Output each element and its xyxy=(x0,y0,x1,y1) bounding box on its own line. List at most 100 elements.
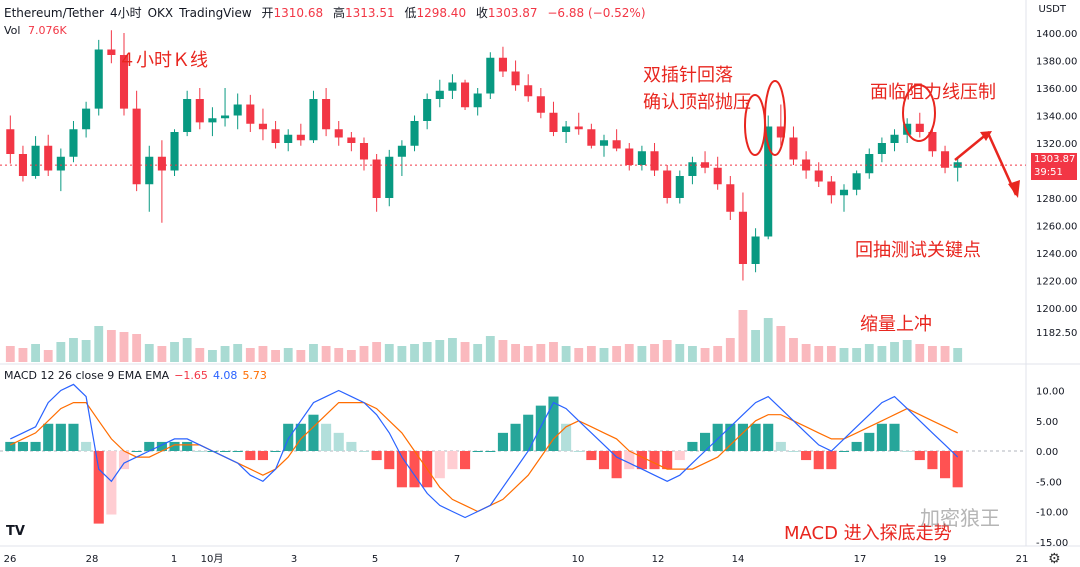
annotation-double-pin-1: 双插针回落 xyxy=(643,65,733,86)
tradingview-logo-icon[interactable]: TV xyxy=(6,524,25,539)
volume-bar xyxy=(586,346,596,362)
annotation-double-pin-2: 确认顶部抛压 xyxy=(643,92,751,113)
macd-tick-label: 0.00 xyxy=(1036,447,1058,458)
macd-tick-label: -15.00 xyxy=(1036,538,1068,549)
volume-bar xyxy=(170,342,179,362)
volume-bar xyxy=(81,340,91,362)
macd-histogram-bar xyxy=(460,451,471,470)
macd-histogram-bar xyxy=(333,432,344,451)
settings-gear-icon[interactable]: ⚙ xyxy=(1048,551,1061,567)
candle-body xyxy=(157,156,166,171)
volume-bar xyxy=(877,346,887,362)
watermark: 加密狼王 xyxy=(920,506,1000,530)
volume-bar xyxy=(245,348,255,362)
volume-bar xyxy=(144,344,154,362)
price-tick-label: 1320.00 xyxy=(1036,139,1077,150)
volume-bar xyxy=(852,348,862,362)
interval-label[interactable]: 4小时 xyxy=(109,6,142,20)
time-tick-label: 3 xyxy=(291,554,297,565)
candle-body xyxy=(435,90,444,99)
candle-body xyxy=(461,82,470,108)
exchange-label: OKX xyxy=(147,6,174,20)
volume-bar xyxy=(523,346,533,362)
time-tick-label: 21 xyxy=(1016,554,1029,565)
candle-body xyxy=(498,57,507,72)
currency-unit[interactable]: USDT xyxy=(1038,4,1066,15)
macd-histogram-bar xyxy=(851,441,862,451)
macd-histogram-bar xyxy=(245,451,256,461)
candle-body xyxy=(44,145,53,171)
macd-histogram-bar xyxy=(763,423,774,451)
time-tick-label: 10月 xyxy=(201,553,224,565)
macd-histogram-bar xyxy=(396,451,407,488)
last-price-value: 1303.87 xyxy=(1034,154,1076,165)
candle-body xyxy=(637,151,646,165)
volume-bar xyxy=(675,344,685,362)
macd-histogram-bar xyxy=(485,451,496,452)
price-tick-label: 1400.00 xyxy=(1036,29,1077,40)
candle-body xyxy=(410,121,419,146)
volume-bar xyxy=(536,344,546,362)
candle-body xyxy=(423,99,432,121)
low-label: 低 xyxy=(404,6,417,20)
macd-histogram-bar xyxy=(384,451,395,470)
price-tick-label: 1182.50 xyxy=(1036,328,1077,339)
macd-histogram-bar xyxy=(864,432,875,451)
price-tick-label: 1340.00 xyxy=(1036,112,1077,123)
volume-bar xyxy=(283,348,293,362)
macd-histogram-bar xyxy=(232,451,243,452)
macd-histogram-bar xyxy=(257,451,268,461)
macd-histogram-bar xyxy=(358,451,370,452)
macd-histogram-bar xyxy=(144,441,155,451)
candle-body xyxy=(890,134,899,143)
price-tick-label: 1360.00 xyxy=(1036,84,1077,95)
macd-histogram-bar xyxy=(30,441,41,451)
candle-body xyxy=(233,104,242,116)
volume-bar xyxy=(826,346,836,362)
candle-body xyxy=(208,118,217,123)
volume-bar xyxy=(864,344,874,362)
macd-histogram-bar xyxy=(43,423,54,451)
candle-body xyxy=(726,184,735,212)
annotation-pullback: 回抽测试关键点 xyxy=(855,240,981,261)
volume-bar xyxy=(157,346,167,362)
macd-histogram-bar xyxy=(81,441,92,451)
volume-label: Vol xyxy=(4,24,21,37)
volume-bar xyxy=(801,344,811,362)
macd-histogram-bar xyxy=(611,451,622,479)
macd-histogram-bar xyxy=(662,451,673,470)
candle-body xyxy=(789,137,798,160)
last-price-label: 1303.87 39:51 xyxy=(1031,153,1077,180)
volume-bar xyxy=(738,310,748,362)
macd-histogram-bar xyxy=(346,441,357,451)
macd-histogram-bar xyxy=(624,451,635,470)
volume-bar xyxy=(700,348,710,362)
candle-body xyxy=(322,99,331,130)
candle-body xyxy=(195,99,204,123)
candle-body xyxy=(612,140,621,149)
volume-bar xyxy=(119,332,129,362)
candle-body xyxy=(562,126,571,132)
candle-body xyxy=(877,143,886,154)
macd-histogram-bar xyxy=(523,414,534,451)
macd-histogram-bar xyxy=(55,423,66,451)
volume-bar xyxy=(940,346,950,362)
volume-bar xyxy=(422,342,432,362)
macd-histogram-bar xyxy=(775,441,786,451)
symbol-name[interactable]: Ethereum/Tether xyxy=(4,6,104,20)
macd-histogram-bar xyxy=(598,451,610,470)
volume-bar xyxy=(69,338,78,362)
macd-settings: MACD 12 26 close 9 EMA EMA xyxy=(4,369,170,382)
volume-bar xyxy=(688,346,697,362)
source-label: TradingView xyxy=(179,6,252,20)
macd-histogram-bar xyxy=(876,423,887,451)
macd-histogram-bar xyxy=(295,423,306,451)
forecast-arrow-head xyxy=(1008,180,1020,198)
candle-body xyxy=(688,162,697,176)
macd-line xyxy=(10,383,959,519)
volume-bar xyxy=(448,338,457,362)
macd-legend[interactable]: MACD 12 26 close 9 EMA EMA −1.65 4.08 5.73 xyxy=(4,369,272,382)
volume-legend[interactable]: Vol 7.076K xyxy=(4,24,67,37)
volume-bar xyxy=(624,344,634,362)
